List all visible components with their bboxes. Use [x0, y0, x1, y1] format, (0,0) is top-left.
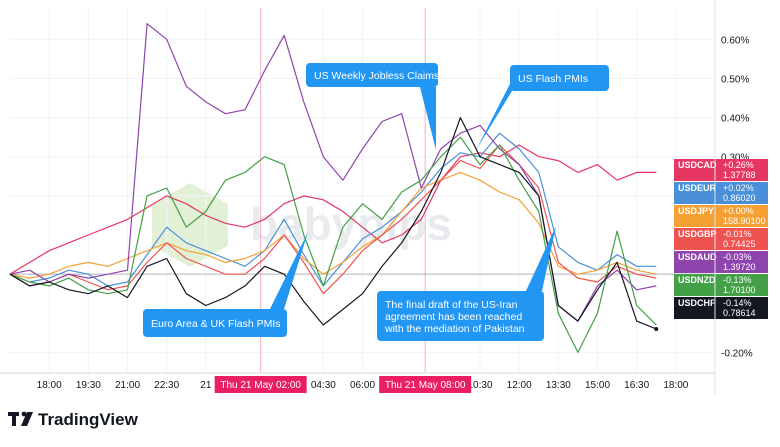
y-tick-label-1: 0.50%: [721, 74, 749, 85]
value-tag-usdgbp: USDGBP -0.01%0.74425: [674, 228, 768, 250]
value-tag-name-1: USDEUR: [678, 183, 717, 193]
last-point-usdchf: [654, 326, 659, 331]
x-tick-label-3: 22:30: [154, 380, 179, 391]
value-tag-name-4: USDAUD: [678, 252, 717, 262]
callout-text-0-0: US Weekly Jobless Claims: [314, 70, 439, 82]
value-tag-bg-3: [674, 228, 768, 250]
y-tick-label-5: -0.20%: [721, 348, 753, 359]
value-tag-price-3: 0.74425: [723, 239, 756, 249]
value-tag-name-2: USDJPY: [678, 206, 714, 216]
value-tag-usdchf: USDCHF -0.14%0.78614: [674, 297, 768, 319]
value-tag-bg-4: [674, 251, 768, 273]
value-tag-price-2: 158.90100: [723, 216, 766, 226]
y-tick-label-2: 0.40%: [721, 114, 749, 125]
x-tick-label-0: 18:00: [37, 380, 62, 391]
x-tick-label-12: 18:00: [663, 380, 688, 391]
x-tick-label-11: 16:30: [624, 380, 649, 391]
value-tag-price-0: 1.37788: [723, 170, 756, 180]
x-tick-label-7: 10:30: [467, 380, 492, 391]
callout-pointer-2: [270, 232, 308, 309]
x-tick-label-4: 21: [200, 380, 212, 391]
series-line-usdgbp: [9, 144, 657, 295]
series-line-usdeur: [9, 132, 657, 287]
value-tag-usdcad: USDCAD +0.26%1.37788: [674, 159, 768, 181]
event-annotations: US Weekly Jobless Claims US Flash PMIs Eur…: [143, 63, 609, 341]
value-tag-price-1: 0.86020: [723, 193, 756, 203]
callout-pointer-0: [420, 87, 436, 150]
value-tag-name-3: USDGBP: [678, 229, 717, 239]
value-tag-change-4: -0.03%: [723, 252, 752, 262]
callout-text-1-0: US Flash PMIs: [518, 73, 588, 85]
callout-pointer-1: [476, 80, 512, 150]
value-tag-price-6: 0.78614: [723, 308, 756, 318]
value-tag-change-1: +0.02%: [723, 183, 754, 193]
x-highlight-bg-0: [214, 376, 307, 393]
callout-0: US Weekly Jobless Claims: [306, 63, 439, 150]
value-tag-change-5: -0.13%: [723, 275, 752, 285]
x-tick-label-6: 06:00: [350, 380, 375, 391]
callout-1: US Flash PMIs: [476, 65, 609, 150]
value-tag-price-4: 1.39720: [723, 262, 756, 272]
x-tick-label-1: 19:30: [76, 380, 101, 391]
callout-pointer-3: [526, 226, 556, 291]
value-tag-bg-6: [674, 297, 768, 319]
value-tag-name-5: USDNZD: [678, 275, 716, 285]
value-tag-bg-1: [674, 182, 768, 204]
callout-text-3-1: agreement has been reached: [385, 311, 522, 323]
series-line-usdcad: [9, 144, 657, 275]
callout-box-3: [377, 291, 544, 341]
callout-box-1: [510, 65, 609, 91]
x-tick-label-5: 04:30: [311, 380, 336, 391]
value-tag-change-2: +0.00%: [723, 206, 754, 216]
x-tick-label-10: 15:00: [585, 380, 610, 391]
x-highlight-label-1: Thu 21 May 08:00: [385, 380, 466, 391]
value-tag-name-0: USDCAD: [678, 160, 717, 170]
x-axis: 18:00 19:30 21:00 22:30 21 04:30 06:00 10:30 12:…: [0, 0, 716, 395]
logo-mark-slash: [21, 412, 33, 426]
chart-grid: [10, 8, 715, 372]
callout-2: Euro Area & UK Flash PMIs: [143, 232, 308, 337]
logo-mark-dot: [21, 411, 27, 417]
callout-text-3-2: with the mediation of Pakistan: [384, 323, 525, 335]
logo-text: TradingView: [38, 410, 139, 429]
y-tick-label-3: 0.30%: [721, 153, 749, 164]
x-tick-label-9: 13:30: [546, 380, 571, 391]
x-tick-label-2: 21:00: [115, 380, 140, 391]
y-tick-label-0: 0.60%: [721, 35, 749, 46]
callout-box-2: [143, 309, 287, 337]
value-tag-change-0: +0.26%: [723, 160, 754, 170]
callout-box-0: [306, 63, 438, 87]
value-tag-change-6: -0.14%: [723, 298, 752, 308]
value-tag-name-6: USDCHF: [678, 298, 716, 308]
tradingview-logo: TradingView: [8, 410, 139, 429]
value-tag-bg-0: [674, 159, 768, 181]
value-tag-usdaud: USDAUD -0.03%1.39720: [674, 251, 768, 273]
value-tag-change-3: -0.01%: [723, 229, 752, 239]
logo-mark-stem: [12, 412, 16, 426]
value-tag-usdeur: USDEUR +0.02%0.86020: [674, 182, 768, 204]
callout-3: The final draft of the US-Iranagreement …: [377, 226, 556, 341]
x-highlight-bg-1: [379, 376, 472, 393]
value-tag-bg-5: [674, 274, 768, 296]
watermark-text: babypips: [250, 198, 452, 250]
callout-text-2-0: Euro Area & UK Flash PMIs: [151, 318, 281, 330]
callout-text-3-0: The final draft of the US-Iran: [385, 299, 518, 311]
value-tag-usdnzd: USDNZD -0.13%1.70100: [674, 274, 768, 296]
value-tag-price-5: 1.70100: [723, 285, 756, 295]
value-tag-bg-2: [674, 205, 768, 227]
x-tick-label-8: 12:00: [507, 380, 532, 391]
x-highlight-label-0: Thu 21 May 02:00: [220, 380, 301, 391]
value-tag-usdjpy: USDJPY +0.00%158.90100: [674, 205, 768, 227]
